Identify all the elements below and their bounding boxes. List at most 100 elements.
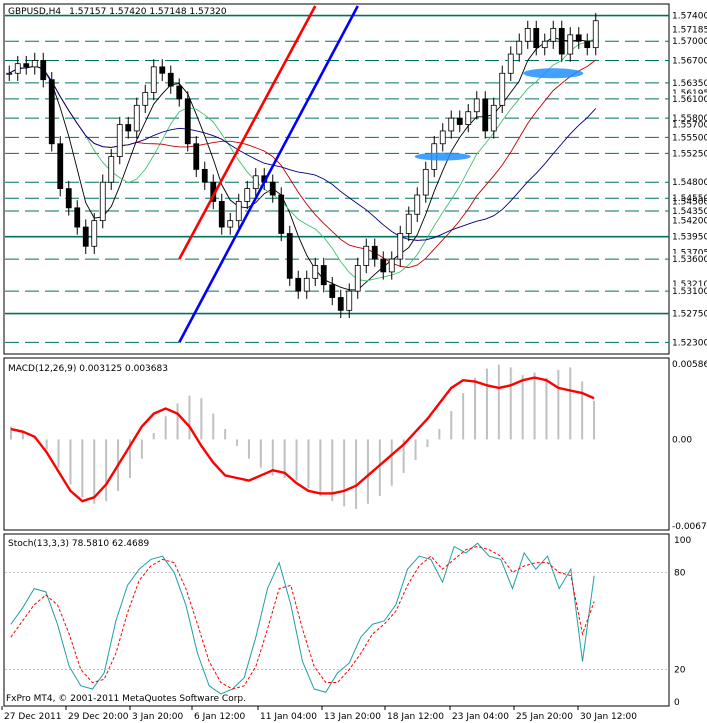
macd-tick-label: -0.00673 [672, 522, 707, 532]
ma-fast-line [9, 36, 596, 291]
time-axis-label: 23 Jan 04:00 [452, 712, 509, 722]
price-label-bg [670, 113, 707, 124]
price-bar-body [465, 111, 472, 125]
price-tick-label: 1.52300 [672, 338, 707, 348]
price-bar-body [167, 72, 174, 87]
price-bar-body [14, 63, 21, 74]
price-bar-body [176, 85, 183, 100]
price-label-bg [670, 254, 707, 265]
price-bar-body [397, 233, 404, 260]
price-bar-body [142, 92, 149, 106]
price-tick-label: 1.53100 [672, 287, 707, 297]
price-bar-body [65, 188, 72, 209]
price-label-bg [670, 193, 707, 204]
price-bar-body [269, 181, 276, 196]
time-axis-label: 3 Jan 20:00 [132, 712, 184, 722]
stoch-panel-title: Stoch(13,3,3) 78.5810 62.4689 [8, 539, 149, 549]
price-bar-body [320, 265, 327, 286]
price-tick-label: 1.56350 [672, 79, 707, 89]
price-bar-body [448, 117, 455, 132]
time-axis-label: 27 Dec 2011 [4, 712, 62, 722]
price-tick-label: 1.54500 [672, 197, 707, 207]
channel-lower-line [178, 5, 359, 343]
price-tick-label: 1.54800 [672, 178, 707, 188]
price-bar-body [490, 104, 497, 132]
price-bar-body [558, 28, 565, 55]
price-label-bg [670, 337, 707, 348]
macd-tick-label: 0.00586 [672, 360, 707, 370]
ma-long-line [9, 65, 597, 241]
time-axis-label: 18 Jan 12:00 [387, 712, 444, 722]
time-axis-label: 6 Jan 12:00 [194, 712, 246, 722]
price-bar-body [533, 28, 540, 49]
price-bar-body [286, 233, 293, 279]
time-axis-label: 25 Jan 20:00 [516, 712, 573, 722]
price-levels [5, 14, 669, 343]
stoch-tick-label: 100 [674, 536, 691, 546]
ma-mid-line [9, 38, 596, 282]
price-bar-body [337, 297, 344, 311]
highlight-ellipses [414, 68, 584, 161]
trend-channel[interactable] [178, 5, 359, 343]
price-bar-body [312, 265, 319, 279]
price-bar-body [499, 72, 506, 106]
price-label-bg [670, 55, 707, 66]
macd-signal-line [10, 376, 595, 503]
stoch-tick-label: 0 [674, 698, 680, 708]
price-bar-body [346, 290, 353, 311]
price-tick-label: 1.52750 [672, 310, 707, 320]
price-bar-body [23, 63, 30, 68]
price-bar-body [354, 265, 361, 292]
time-axis-label: 29 Dec 20:00 [68, 712, 129, 722]
price-bar-body [150, 66, 157, 93]
price-bar-body [82, 226, 89, 247]
price-label-bg [670, 93, 707, 104]
price-label-bg [670, 308, 707, 319]
price-bar-body [116, 124, 123, 157]
price-label-bg [670, 177, 707, 188]
price-bar-body [473, 98, 480, 113]
price-tick-label: 1.53705 [672, 248, 707, 258]
price-bar-body [422, 168, 429, 196]
price-label-bg [670, 206, 707, 217]
macd-panel-title: MACD(12,26,9) 0.003125 0.003683 [8, 364, 168, 374]
highlight-ellipse [414, 152, 471, 161]
price-tick-label: 1.57000 [672, 37, 707, 47]
price-bar-body [184, 98, 191, 145]
time-axis-label: 13 Jan 20:00 [324, 712, 381, 722]
price-bar-body [108, 156, 115, 183]
price-bar-body [329, 284, 336, 298]
price-tick-label: 1.53210 [672, 280, 707, 290]
price-panel-frame [3, 3, 670, 355]
price-tick-label: 1.56100 [672, 95, 707, 105]
price-bar-body [218, 201, 225, 228]
price-bar-body [244, 188, 251, 202]
price-bar-body [235, 201, 242, 222]
price-bar-body [524, 28, 531, 42]
price-tick-label: 1.55500 [672, 133, 707, 143]
price-axis-labels: 1.574001.571851.570001.567001.563501.561… [670, 10, 707, 348]
price-tick-label: 1.55250 [672, 149, 707, 159]
moving-averages [9, 36, 597, 291]
macd-tick-label: 0.00 [672, 435, 692, 445]
price-bar-body [516, 40, 523, 55]
price-bar-body [592, 20, 599, 49]
price-bar-body [252, 175, 259, 190]
price-bar-body [584, 40, 591, 49]
price-bar-body [48, 79, 55, 145]
price-bar-body [567, 34, 574, 55]
price-bar-body [363, 245, 370, 266]
stoch-main-line [10, 542, 595, 695]
price-bar-body [40, 60, 47, 81]
stoch-tick-label: 80 [674, 568, 686, 578]
stoch-tick-label: 20 [674, 666, 686, 676]
price-bar-body [6, 72, 13, 75]
price-bar-body [303, 277, 310, 292]
price-label-bg [670, 148, 707, 159]
price-tick-label: 1.54350 [672, 207, 707, 217]
macd-panel: 0.00586 0.00 -0.00673 [9, 360, 707, 532]
price-tick-label: 1.55800 [672, 114, 707, 124]
price-label-bg [670, 132, 707, 143]
price-bar-body [227, 220, 234, 228]
